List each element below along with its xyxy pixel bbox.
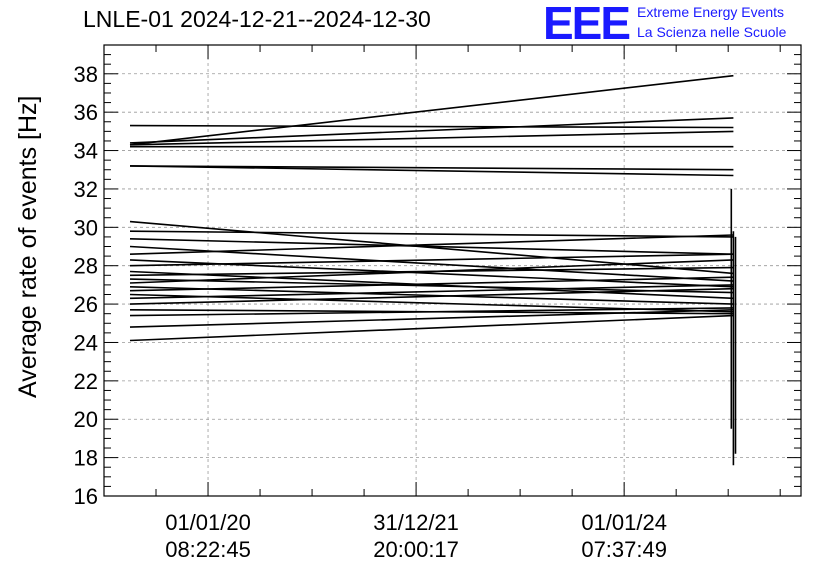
series-line <box>129 259 734 284</box>
series-lines <box>129 74 737 466</box>
series-line <box>129 74 734 146</box>
x-tick-time: 08:22:45 <box>165 537 251 562</box>
series-line <box>129 309 734 328</box>
series-line <box>129 230 734 238</box>
y-tick-label: 24 <box>74 330 98 355</box>
axis-ticks <box>103 44 801 497</box>
series-line <box>129 253 734 267</box>
series-line <box>129 270 734 300</box>
series-line <box>129 287 734 305</box>
y-tick-label: 30 <box>74 215 98 240</box>
series-line <box>129 238 734 255</box>
y-tick-label: 34 <box>74 139 98 164</box>
series-line <box>129 286 734 305</box>
eee-logo: EEE <box>543 0 631 49</box>
series-line <box>129 307 734 317</box>
y-tick-label: 36 <box>74 100 98 125</box>
series-line <box>129 117 734 144</box>
x-tick-date: 01/01/20 <box>165 510 251 535</box>
series-line <box>129 276 734 292</box>
series-line <box>129 245 734 282</box>
y-tick-label: 16 <box>74 484 98 509</box>
series-line <box>129 165 734 177</box>
x-tick-time: 07:37:49 <box>581 537 667 562</box>
series-line <box>129 130 734 146</box>
y-axis-label: Average rate of events [Hz] <box>14 95 42 398</box>
x-tick-time: 20:00:17 <box>373 537 459 562</box>
logo-subtitle-2: La Scienza nelle Scuole <box>637 24 787 40</box>
y-tick-label: 26 <box>74 292 98 317</box>
series-line <box>129 278 734 294</box>
y-tick-label: 38 <box>74 62 98 87</box>
series-line <box>129 234 734 255</box>
series-line <box>129 165 734 171</box>
x-tick-date: 01/01/24 <box>581 510 667 535</box>
y-tick-label: 22 <box>74 369 98 394</box>
series-line <box>129 124 734 129</box>
y-tick-label: 32 <box>74 177 98 202</box>
y-tick-labels: 16 18 20 22 24 26 28 30 32 34 36 38 <box>74 62 98 509</box>
series-line <box>129 284 734 300</box>
logo-subtitle-1: Extreme Energy Events <box>637 4 785 20</box>
series-line <box>129 314 734 342</box>
series-line <box>129 220 734 275</box>
y-tick-label: 20 <box>74 407 98 432</box>
y-tick-label: 28 <box>74 254 98 279</box>
plot-frame <box>103 44 802 497</box>
y-tick-label: 18 <box>74 446 98 471</box>
chart-title: LNLE-01 2024-12-21--2024-12-30 <box>83 6 431 32</box>
x-tick-date: 31/12/21 <box>373 510 459 535</box>
